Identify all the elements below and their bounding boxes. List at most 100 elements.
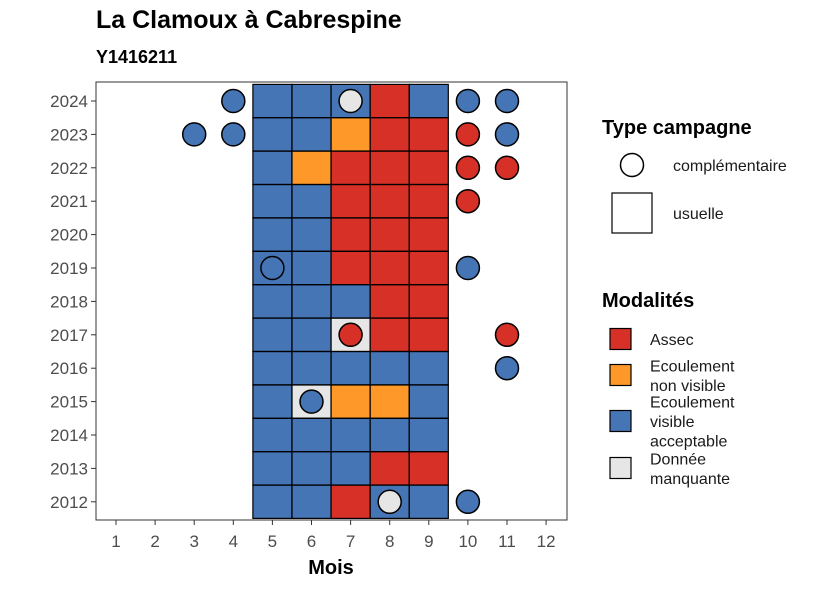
x-axis-label: Mois bbox=[308, 557, 354, 579]
heat-cell bbox=[291, 317, 332, 353]
heat-cell bbox=[408, 217, 449, 252]
heat-cell bbox=[291, 83, 332, 119]
campaign-point bbox=[455, 489, 481, 515]
heat-cell bbox=[291, 351, 332, 386]
y-tick-label: 2021 bbox=[50, 192, 88, 211]
campaign-point bbox=[260, 255, 285, 281]
heat-cell bbox=[330, 250, 371, 286]
legend-modalite-label: Assec bbox=[650, 332, 694, 349]
heat-cell bbox=[408, 184, 449, 219]
x-tick-label: 1 bbox=[111, 532, 120, 551]
heat-cell bbox=[369, 217, 410, 252]
chart-title: La Clamoux à Cabrespine bbox=[96, 6, 402, 34]
heat-cell bbox=[330, 484, 371, 520]
heat-cell bbox=[291, 484, 332, 520]
heat-cell bbox=[252, 284, 293, 319]
legend-modalite-label: Ecoulement bbox=[650, 358, 735, 375]
heat-cell bbox=[291, 250, 332, 286]
legend-type-campagne: Type campagne complémentaire usuelle bbox=[602, 117, 787, 234]
x-tick-label: 6 bbox=[307, 532, 316, 551]
x-tick-label: 2 bbox=[150, 532, 159, 551]
heat-cell bbox=[330, 217, 371, 252]
y-tick-label: 2019 bbox=[50, 259, 88, 278]
heat-cell bbox=[291, 150, 332, 185]
y-tick-label: 2015 bbox=[50, 393, 88, 412]
campaign-point bbox=[494, 122, 520, 147]
campaign-point bbox=[221, 122, 246, 147]
heat-cell bbox=[252, 184, 293, 219]
y-tick-label: 2012 bbox=[50, 493, 88, 512]
heat-cell bbox=[369, 150, 410, 185]
heat-cell bbox=[408, 83, 449, 119]
heat-cell bbox=[408, 150, 449, 185]
legend-modalite-label: Donnée bbox=[650, 451, 706, 468]
legend-modalite-label: manquante bbox=[650, 471, 730, 488]
y-tick-label: 2024 bbox=[50, 92, 88, 111]
legend-modalite-label: non visible bbox=[650, 378, 726, 395]
x-tick-label: 8 bbox=[385, 532, 394, 551]
legend-type-label: complémentaire bbox=[673, 158, 787, 175]
heat-cell bbox=[408, 417, 449, 453]
heat-cell bbox=[369, 117, 410, 152]
heat-cell bbox=[330, 384, 371, 419]
x-tick-label: 10 bbox=[458, 532, 477, 551]
heat-cell bbox=[408, 117, 449, 152]
x-tick-label: 7 bbox=[346, 532, 355, 551]
plot-area bbox=[95, 81, 568, 521]
x-tick-label: 4 bbox=[229, 532, 238, 551]
heat-cell bbox=[369, 384, 410, 419]
heat-cell bbox=[369, 351, 410, 386]
heat-cell bbox=[369, 451, 410, 486]
heat-cell bbox=[408, 451, 449, 486]
heat-cell bbox=[252, 150, 293, 185]
campaign-point bbox=[377, 489, 402, 515]
y-tick-label: 2016 bbox=[50, 359, 88, 378]
heat-cell bbox=[369, 284, 410, 319]
y-tick-label: 2023 bbox=[50, 125, 88, 144]
heat-cell bbox=[291, 451, 332, 486]
heat-cell bbox=[252, 484, 293, 520]
campaign-point bbox=[455, 188, 481, 214]
legend-color-key bbox=[609, 363, 632, 387]
heat-cell bbox=[252, 384, 293, 419]
campaign-point bbox=[338, 322, 363, 348]
heat-cell bbox=[408, 384, 449, 419]
campaign-point bbox=[221, 88, 246, 114]
legend-modalite-label: acceptable bbox=[650, 434, 727, 451]
heat-cell bbox=[330, 150, 371, 185]
heat-cell bbox=[408, 317, 449, 353]
heat-cell bbox=[291, 184, 332, 219]
legend-color-key bbox=[609, 327, 632, 351]
x-axis: 1 2 3 4 5 6 7 8 9 10 11 12 bbox=[111, 520, 556, 551]
campaign-point bbox=[299, 389, 324, 414]
campaign-point bbox=[494, 322, 520, 348]
legend-circle-key bbox=[619, 152, 645, 178]
heat-cell bbox=[291, 284, 332, 319]
heat-cell bbox=[252, 217, 293, 252]
chart-subtitle: Y1416211 bbox=[96, 47, 178, 67]
legend-color-key bbox=[609, 456, 632, 480]
heat-cell bbox=[330, 351, 371, 386]
heat-cell bbox=[369, 317, 410, 353]
x-tick-label: 5 bbox=[268, 532, 277, 551]
heat-cell bbox=[330, 417, 371, 453]
campaign-point bbox=[181, 122, 207, 147]
heat-cell bbox=[408, 484, 449, 520]
heat-cell bbox=[408, 284, 449, 319]
y-axis: 2024 2023 2022 2021 2020 2019 2018 2017 2016 2015… bbox=[50, 92, 96, 512]
campaign-point bbox=[455, 88, 481, 114]
heat-cell bbox=[252, 451, 293, 486]
heat-cell bbox=[291, 117, 332, 152]
y-tick-label: 2022 bbox=[50, 159, 88, 178]
campaign-point bbox=[338, 88, 363, 114]
heat-cell bbox=[330, 284, 371, 319]
heat-cell bbox=[369, 184, 410, 219]
heat-cell bbox=[252, 351, 293, 386]
legend-type-title: Type campagne bbox=[602, 117, 752, 139]
heat-cell bbox=[408, 351, 449, 386]
campaign-point bbox=[455, 155, 481, 181]
heat-cell bbox=[330, 184, 371, 219]
legend-modalites-title: Modalités bbox=[602, 290, 694, 312]
